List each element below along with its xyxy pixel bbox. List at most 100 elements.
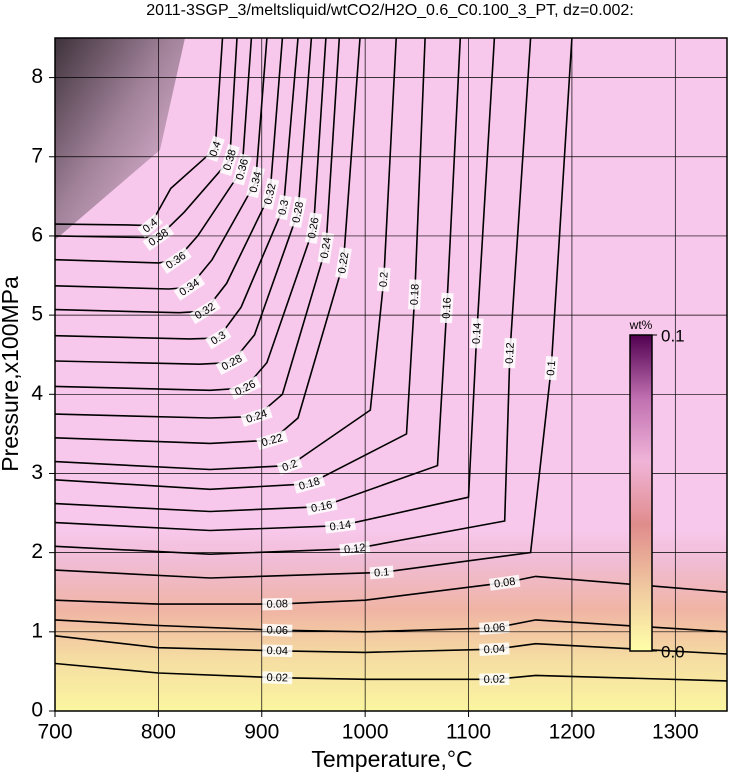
x-tick-label: 1200 xyxy=(549,721,596,744)
contour-label-text: 0.22 xyxy=(336,251,351,274)
contour-line xyxy=(55,38,397,471)
contour-label-text: 0.14 xyxy=(471,322,484,344)
contour-line xyxy=(55,38,462,513)
contour-label-box xyxy=(479,620,510,635)
contour-label-text: 0.3 xyxy=(276,199,291,216)
colorbar-tick-label: 0.0 xyxy=(661,642,685,661)
y-tick-label: 1 xyxy=(31,619,43,642)
contour-label-box xyxy=(205,135,225,162)
contour-line xyxy=(55,38,341,419)
contour-label-box xyxy=(229,375,262,400)
contour-label-text: 0.06 xyxy=(266,624,288,637)
contour-label-box xyxy=(408,279,422,310)
contour-label-box xyxy=(544,355,559,381)
contour-label-box xyxy=(262,644,293,658)
contour-label: 0.06 xyxy=(479,620,510,635)
contour-label: 0.18 xyxy=(408,279,422,310)
contour-label-box xyxy=(479,672,510,686)
contour-label: 0.08 xyxy=(489,574,521,591)
contour-line xyxy=(55,38,238,239)
x-tick-label: 900 xyxy=(244,721,279,744)
contour-label: 0.04 xyxy=(479,642,510,656)
contour-label: 0.36 xyxy=(232,153,252,186)
contour-label: 0.16 xyxy=(440,292,454,324)
y-tick-label: 0 xyxy=(31,699,43,722)
contour-line xyxy=(55,38,426,491)
x-tick-label: 700 xyxy=(37,721,72,744)
contour-label: 0.1 xyxy=(544,355,559,381)
contour-label: 0.34 xyxy=(246,166,265,199)
x-tick-label: 1100 xyxy=(446,721,491,744)
contour-label-text: 0.04 xyxy=(266,645,288,657)
contour-label-box xyxy=(489,574,521,591)
contour-label: 0.14 xyxy=(469,318,484,349)
contour-line xyxy=(55,38,361,445)
contour-label: 0.14 xyxy=(324,517,356,534)
contour-label-box xyxy=(469,318,484,349)
contour-label-text: 0.06 xyxy=(483,622,505,635)
contour-label-box xyxy=(262,671,293,685)
contour-line xyxy=(55,38,268,290)
contour-label-box xyxy=(275,194,292,221)
contour-label-box xyxy=(137,213,163,238)
contour-label-text: 0.34 xyxy=(248,170,265,194)
contour-line xyxy=(55,38,313,366)
contour-label: 0.32 xyxy=(260,178,280,210)
contour-label-text: 0.08 xyxy=(266,598,288,610)
contour-label-text: 0.36 xyxy=(234,158,251,182)
contour-label-box xyxy=(205,326,232,350)
contour-label-text: 0.2 xyxy=(281,458,300,475)
contour-label-text: 0.04 xyxy=(483,643,505,656)
contour-label-text: 0.12 xyxy=(504,342,517,364)
contour-label-box xyxy=(215,350,248,375)
contour-label-text: 0.24 xyxy=(319,236,334,259)
contour-line xyxy=(55,38,253,264)
x-tick-label: 1000 xyxy=(342,721,389,744)
contour-label: 0.2 xyxy=(376,267,391,292)
y-tick-label: 4 xyxy=(31,382,43,405)
contour-line xyxy=(55,38,299,340)
contour-label: 0.28 xyxy=(289,196,307,229)
colorbar-label: wt% xyxy=(629,318,653,332)
contour-label: 0.1 xyxy=(369,565,394,579)
contour-label-box xyxy=(317,232,335,264)
contour-label: 0.02 xyxy=(262,671,293,685)
contour-label-text: 0.14 xyxy=(329,519,352,534)
contour-label-box xyxy=(256,430,289,451)
contour-label-box xyxy=(260,178,280,210)
contour-label-text: 0.26 xyxy=(306,216,322,239)
contour-label-text: 0.2 xyxy=(378,271,391,287)
contour-label-box xyxy=(262,597,293,611)
y-tick-label: 5 xyxy=(31,303,43,326)
contour-line xyxy=(55,38,496,532)
contour-label-box xyxy=(219,143,240,177)
contour-label-box xyxy=(289,196,307,229)
contour-label-text: 0.02 xyxy=(266,672,288,685)
x-axis-label: Temperature,°C xyxy=(311,746,472,772)
contour-label-box xyxy=(262,623,293,637)
contour-label-text: 0.38 xyxy=(221,148,239,172)
contour-label: 0.24 xyxy=(317,232,335,264)
contour-label-box xyxy=(246,166,265,199)
contour-line xyxy=(55,38,573,579)
contour-label-box xyxy=(160,247,192,274)
contour-label-box xyxy=(232,153,252,186)
contour-label-text: 0.08 xyxy=(493,576,516,591)
y-tick-label: 3 xyxy=(31,461,43,484)
contour-label-box xyxy=(440,292,454,324)
contour-label-text: 0.16 xyxy=(441,297,454,319)
contour-label-text: 0.28 xyxy=(290,201,306,224)
contour-label-box xyxy=(479,642,510,656)
contour-label-box xyxy=(335,247,352,279)
contour-label-text: 0.16 xyxy=(310,499,333,515)
contour-line xyxy=(55,38,224,227)
contour-label: 0.06 xyxy=(262,623,293,637)
contour-label-box xyxy=(276,455,303,476)
contour-label-box xyxy=(293,473,326,494)
contour-label: 0.22 xyxy=(335,247,352,279)
contour-label-box xyxy=(503,337,517,369)
contour-label: 0.38 xyxy=(219,143,240,177)
contour-label-box xyxy=(173,274,206,301)
contour-label-text: 0.12 xyxy=(344,542,367,556)
y-axis-label: Pressure,x100MPa xyxy=(0,276,23,472)
